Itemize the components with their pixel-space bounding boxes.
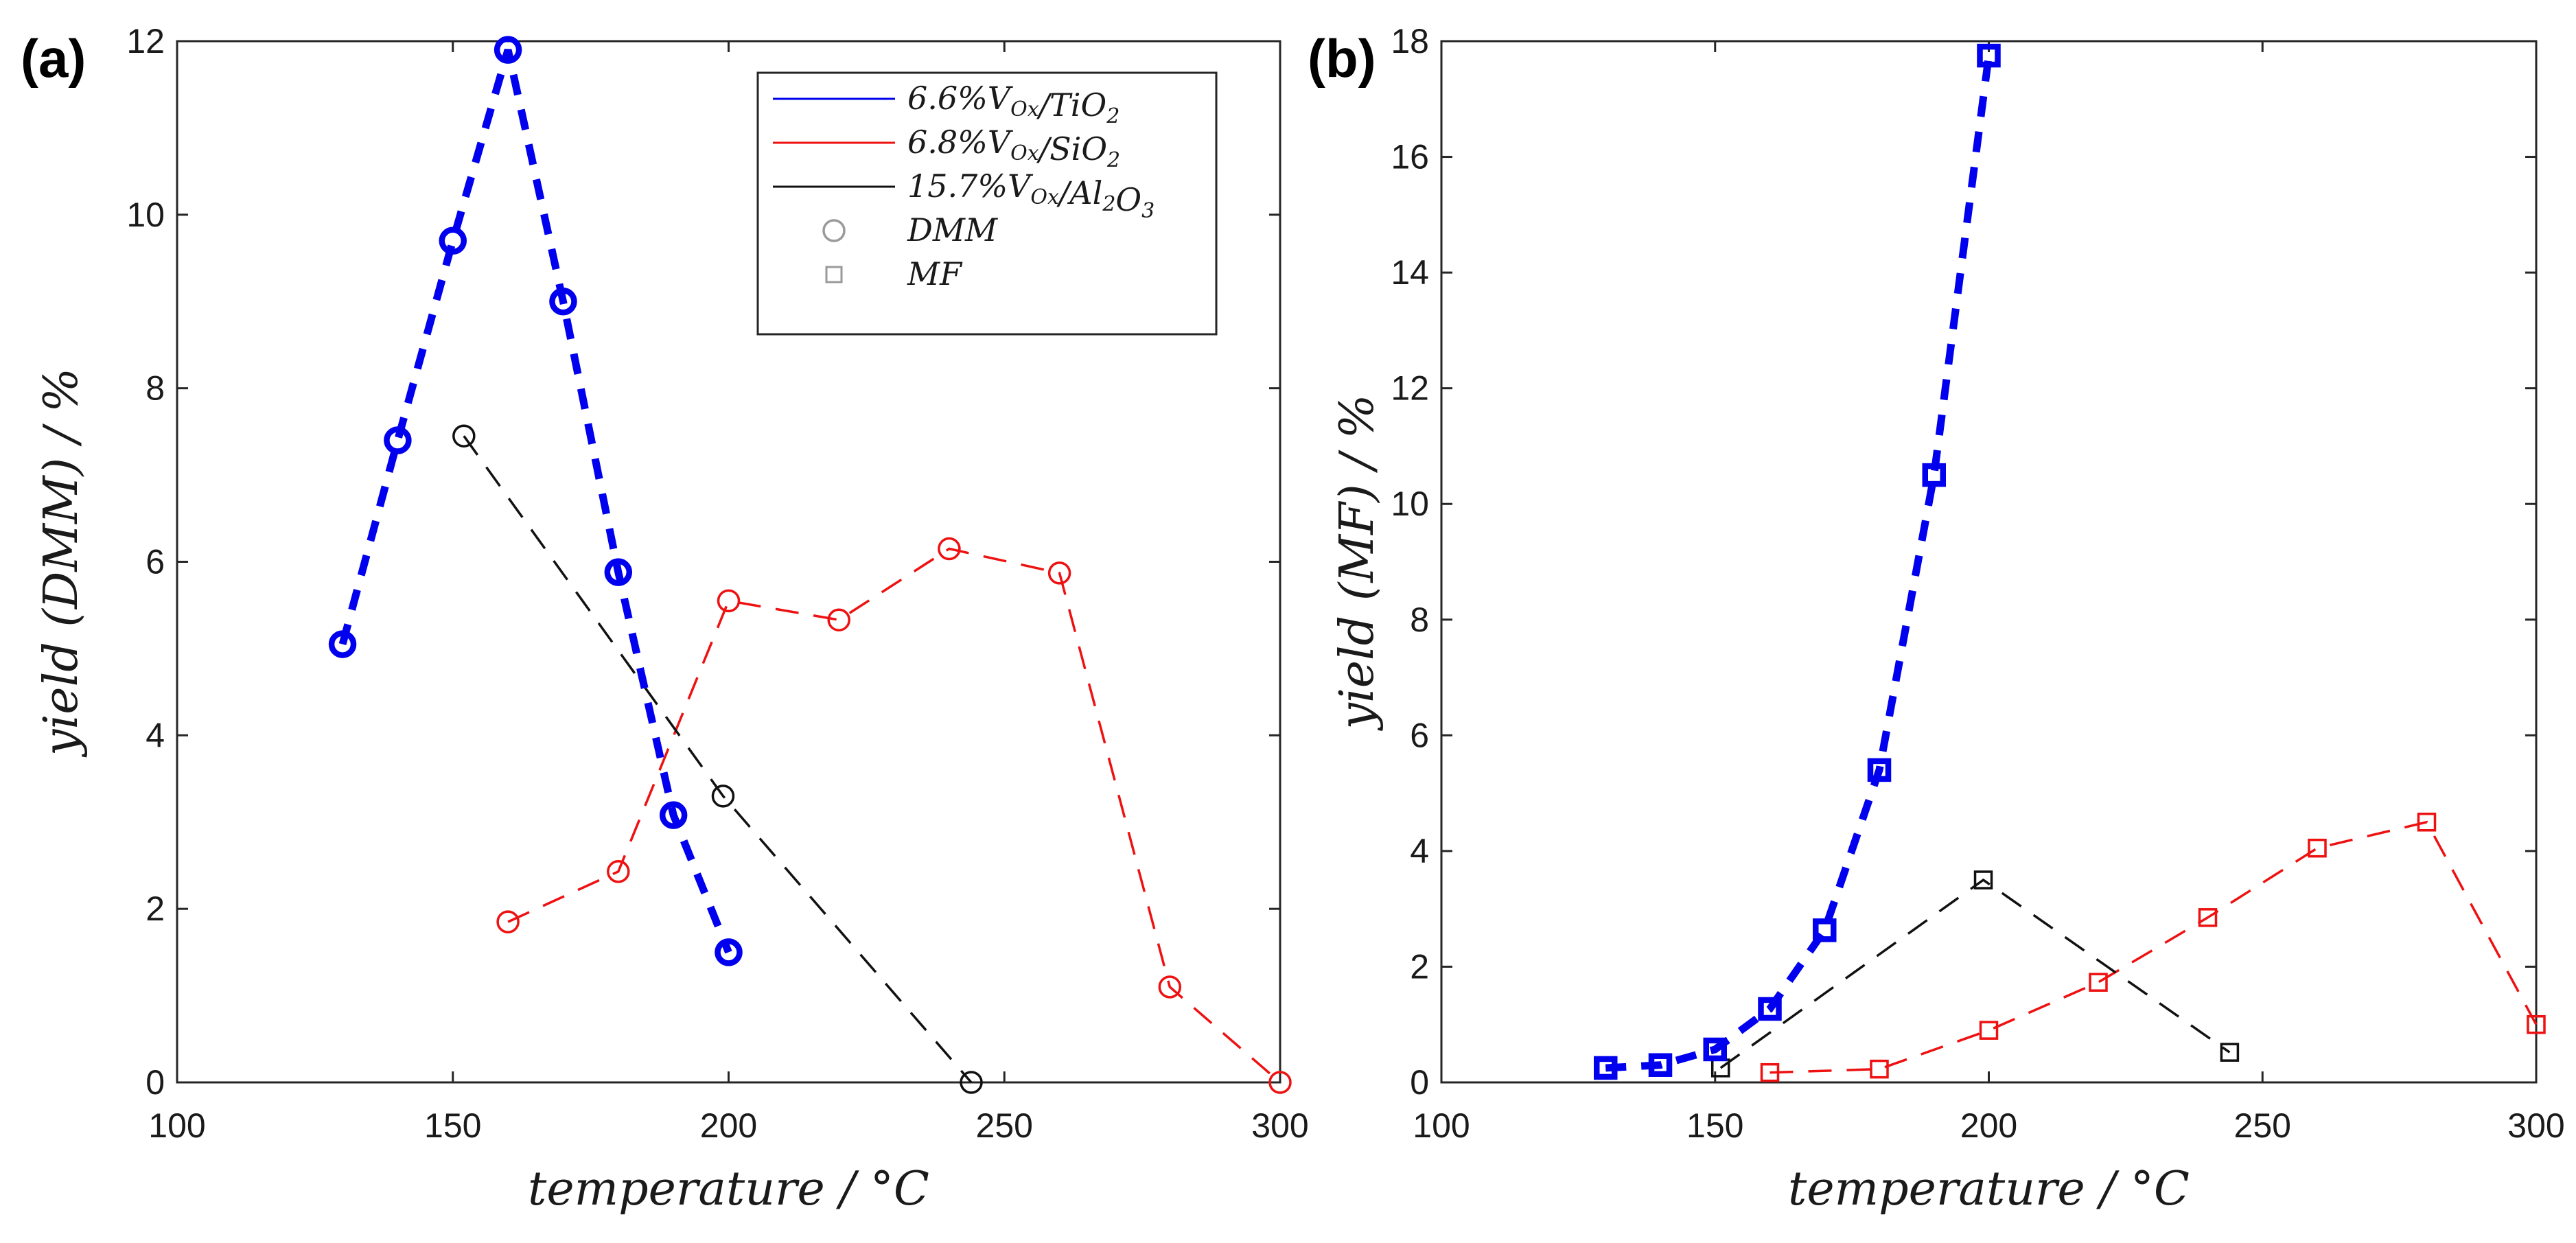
data-point-SiO2 (2527, 1014, 2546, 1034)
data-point-SiO2 (496, 910, 520, 933)
data-point-SiO2 (1760, 1062, 1780, 1082)
data-point-SiO2 (938, 537, 961, 561)
series-line-TiO2 (338, 49, 732, 954)
y-tick-label: 12 (126, 22, 165, 60)
y-tick-label: 14 (1391, 253, 1429, 292)
plot-area-frame (1440, 40, 2538, 1084)
data-point-SiO2 (607, 860, 630, 883)
legend-label-Al2O3: 15.7%VOx/Al2O3 (907, 167, 1154, 223)
data-point-TiO2 (328, 630, 357, 658)
legend-marker-circle (822, 219, 846, 242)
data-point-SiO2 (1158, 975, 1182, 999)
y-tick-label: 10 (126, 196, 165, 234)
data-point-SiO2 (1268, 1071, 1292, 1094)
data-point-Al2O3 (2220, 1043, 2240, 1062)
y-axis-label: yield (DMM) / % (34, 368, 89, 758)
data-point-TiO2 (1867, 758, 1892, 782)
data-point-SiO2 (2308, 838, 2327, 858)
data-point-TiO2 (1977, 43, 2001, 68)
y-tick-label: 8 (1410, 601, 1429, 639)
x-tick-label: 100 (1413, 1106, 1470, 1145)
x-tick-label: 200 (700, 1106, 757, 1145)
x-tick-label: 100 (148, 1106, 205, 1145)
x-tick-label: 250 (976, 1106, 1033, 1145)
data-point-TiO2 (1594, 1056, 1618, 1080)
data-point-TiO2 (384, 426, 412, 454)
series-line-TiO2 (1605, 55, 1993, 1072)
data-point-SiO2 (2198, 908, 2218, 927)
panel-label: (a) (21, 28, 86, 89)
data-point-TiO2 (1813, 918, 1837, 942)
data-point-Al2O3 (1973, 870, 1993, 890)
panel-label: (b) (1308, 28, 1376, 89)
data-point-Al2O3 (711, 785, 735, 808)
y-tick-label: 6 (1410, 716, 1429, 754)
y-tick-label: 8 (146, 369, 165, 408)
y-tick-label: 6 (146, 543, 165, 581)
data-point-TiO2 (549, 288, 577, 316)
x-tick-label: 250 (2234, 1106, 2291, 1145)
chart-panel-b: 100 150 200 250 300 0 2 4 6 8 10 12 14 16 18 temperatur… (1308, 22, 2565, 1216)
data-point-TiO2 (659, 801, 688, 829)
data-point-SiO2 (2089, 973, 2108, 992)
data-point-SiO2 (1979, 1021, 1999, 1040)
x-tick-label: 300 (1251, 1106, 1308, 1145)
y-tick-label: 4 (1410, 832, 1429, 870)
x-axis-label: temperature / °C (1788, 1162, 2190, 1216)
data-point-TiO2 (494, 36, 522, 64)
series-line-Al2O3 (1719, 878, 2231, 1069)
y-tick-label: 4 (146, 716, 165, 754)
legend-label-MF: MF (907, 255, 963, 292)
data-point-TiO2 (1703, 1037, 1727, 1062)
data-point-Al2O3 (960, 1071, 983, 1094)
y-tick-label: 2 (146, 890, 165, 928)
legend-marker-square (825, 266, 843, 283)
y-axis-label: yield (MF) / % (1330, 395, 1384, 732)
data-point-SiO2 (1870, 1059, 1889, 1079)
data-point-TiO2 (715, 938, 743, 966)
series-line-Al2O3 (463, 435, 973, 1084)
chart-panel-a: 100 150 200 250 300 0 2 4 6 8 10 12 temperature / °C… (21, 22, 1309, 1216)
data-point-TiO2 (439, 226, 467, 255)
data-point-SiO2 (717, 589, 741, 613)
data-point-SiO2 (2417, 813, 2437, 832)
data-point-SiO2 (827, 608, 850, 631)
data-point-SiO2 (1047, 561, 1071, 585)
x-tick-label: 150 (424, 1106, 481, 1145)
y-tick-label: 16 (1391, 138, 1429, 176)
legend-label-DMM: DMM (907, 211, 999, 248)
y-tick-label: 0 (146, 1063, 165, 1102)
x-tick-label: 200 (1960, 1106, 2017, 1145)
data-point-TiO2 (1648, 1053, 1673, 1077)
y-tick-label: 18 (1391, 22, 1429, 60)
legend-box (756, 71, 1218, 336)
y-tick-label: 10 (1391, 485, 1429, 523)
x-tick-label: 300 (2507, 1106, 2564, 1145)
legend-label-TiO2: 6.6%VOx/TiO2 (907, 80, 1119, 128)
data-point-Al2O3 (452, 424, 476, 448)
legend: 6.6%VOx/TiO26.8%VOx/SiO215.7%VOx/Al2O3DM… (756, 71, 1218, 336)
y-tick-label: 12 (1391, 369, 1429, 408)
x-axis-label: temperature / °C (528, 1162, 929, 1216)
y-tick-label: 0 (1410, 1063, 1429, 1102)
data-point-TiO2 (1758, 997, 1782, 1021)
series-line-SiO2 (507, 547, 1281, 1084)
data-point-TiO2 (1922, 463, 1946, 487)
legend-label-SiO2: 6.8%VOx/SiO2 (907, 124, 1120, 172)
series-line-SiO2 (1769, 820, 2538, 1074)
y-tick-label: 2 (1410, 947, 1429, 986)
x-tick-label: 150 (1686, 1106, 1743, 1145)
data-point-TiO2 (604, 558, 633, 586)
